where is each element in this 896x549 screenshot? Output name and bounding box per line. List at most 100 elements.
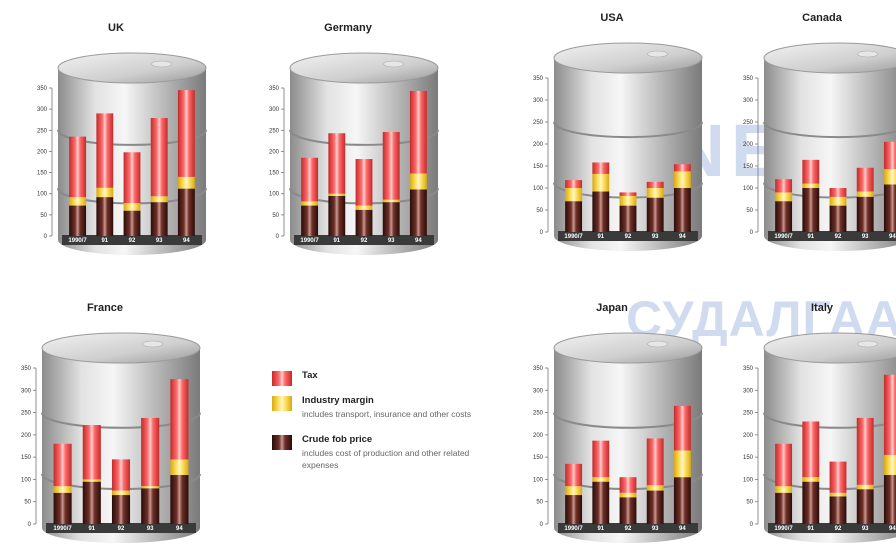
bar-segment (565, 486, 583, 496)
category-label: 92 (835, 234, 842, 240)
legend-desc-industry-margin: includes transport, insurance and other … (302, 409, 472, 419)
bar-segment (565, 463, 583, 487)
bar-segment (355, 205, 373, 210)
barrel-cap (647, 340, 668, 348)
bar-segment (150, 196, 168, 203)
bar-segment (856, 191, 874, 197)
barrel-lid (763, 42, 896, 74)
y-tick-label: 250 (269, 128, 280, 134)
y-tick-label: 100 (21, 477, 32, 483)
bar-segment (646, 490, 664, 524)
bar-segment (592, 481, 610, 524)
chart-svg: 0 50 100 150 200 250 300 350 1990/7 91 92 93 94 (21, 332, 201, 543)
chart-title: USA (600, 12, 624, 24)
bar-segment (141, 417, 160, 487)
barrel-lid (41, 332, 201, 364)
bar-segment (856, 167, 874, 192)
legend-title-crude-price: Crude fob price (302, 434, 373, 445)
y-tick-label: 0 (540, 522, 544, 528)
bar-segment (382, 202, 400, 236)
category-label: 1990/7 (300, 238, 319, 244)
category-band (62, 235, 202, 245)
bar-segment (53, 443, 72, 487)
y-tick-label: 100 (533, 186, 544, 192)
category-label: 93 (652, 234, 659, 240)
chart-svg: 0 50 100 150 200 250 300 350 1990/7 91 92 93 94 (37, 52, 207, 255)
category-label: 1990/7 (564, 526, 583, 532)
chart-title: Japan (596, 302, 628, 314)
bar-segment (775, 443, 793, 487)
category-label: 93 (862, 234, 869, 240)
category-label: 94 (176, 526, 183, 532)
y-tick-label: 300 (743, 388, 754, 394)
bar-segment (409, 90, 427, 174)
bar-segment (829, 461, 847, 493)
y-tick-label: 100 (743, 477, 754, 483)
bar-segment (141, 486, 160, 489)
y-tick-label: 200 (21, 433, 32, 439)
bar-segment (53, 492, 72, 524)
bar-segment (673, 477, 691, 524)
category-label: 93 (388, 238, 395, 244)
bar-segment (409, 189, 427, 236)
bar-segment (619, 492, 637, 498)
bar-segment (856, 417, 874, 485)
tax-swatch (272, 371, 292, 386)
category-label: 94 (415, 238, 422, 244)
bar-segment (883, 374, 896, 455)
bar-segment (646, 485, 664, 491)
bar-segment (177, 188, 195, 236)
y-tick-label: 150 (269, 171, 280, 177)
barrel-rib (57, 129, 207, 146)
y-tick-label: 50 (272, 213, 279, 219)
bar-segment (802, 481, 820, 524)
bar-segment (69, 197, 87, 206)
category-label: 94 (679, 234, 686, 240)
y-tick-label: 350 (37, 86, 48, 92)
barrel-cap (857, 50, 878, 58)
bar-segment (328, 133, 346, 194)
bar-segment (673, 450, 691, 478)
y-tick-label: 350 (269, 86, 280, 92)
bar-segment (592, 477, 610, 482)
bar-segment (646, 197, 664, 232)
barrel-rib (763, 412, 896, 429)
bar-segment (646, 438, 664, 486)
bar-segment (592, 162, 610, 174)
y-tick-label: 100 (743, 186, 754, 192)
y-tick-label: 0 (44, 234, 48, 240)
category-label: 91 (807, 526, 814, 532)
y-tick-label: 50 (24, 500, 31, 506)
barrel-rib (41, 412, 201, 429)
bar-segment (856, 196, 874, 232)
barrel-lid (553, 42, 703, 74)
bar-segment (170, 459, 189, 475)
y-tick-label: 100 (37, 192, 48, 198)
barrel-cap (383, 60, 404, 68)
chart-italy: Italy 0 50 100 150 200 250 300 350 1990/7 91 92 93 94 (722, 302, 896, 543)
bar-segment (111, 459, 131, 491)
bar-segment (565, 495, 583, 524)
y-tick-label: 350 (743, 366, 754, 372)
y-tick-label: 50 (40, 213, 47, 219)
y-tick-label: 200 (533, 142, 544, 148)
y-tick-label: 250 (37, 128, 48, 134)
bar-segment (96, 197, 114, 236)
y-tick-label: 0 (276, 234, 280, 240)
bar-segment (382, 199, 400, 203)
chart-svg: 0 50 100 150 200 250 300 350 1990/7 91 92 93 94 (743, 42, 896, 251)
category-band (768, 523, 896, 533)
category-label: 94 (889, 526, 896, 532)
category-label: 92 (361, 238, 368, 244)
chart-title: France (86, 302, 124, 314)
bar-segment (96, 187, 114, 198)
legend: Tax Industry margin includes transport, … (272, 370, 472, 485)
category-label: 93 (147, 526, 154, 532)
y-tick-label: 150 (533, 455, 544, 461)
bar-segment (646, 188, 664, 198)
y-tick-label: 150 (743, 455, 754, 461)
bar-segment (170, 379, 189, 460)
category-label: 91 (101, 238, 108, 244)
chart-uk: UK 0 50 100 150 200 250 300 350 1990/7 91 92 93 94 (16, 22, 216, 255)
barrel-rib (553, 412, 703, 429)
